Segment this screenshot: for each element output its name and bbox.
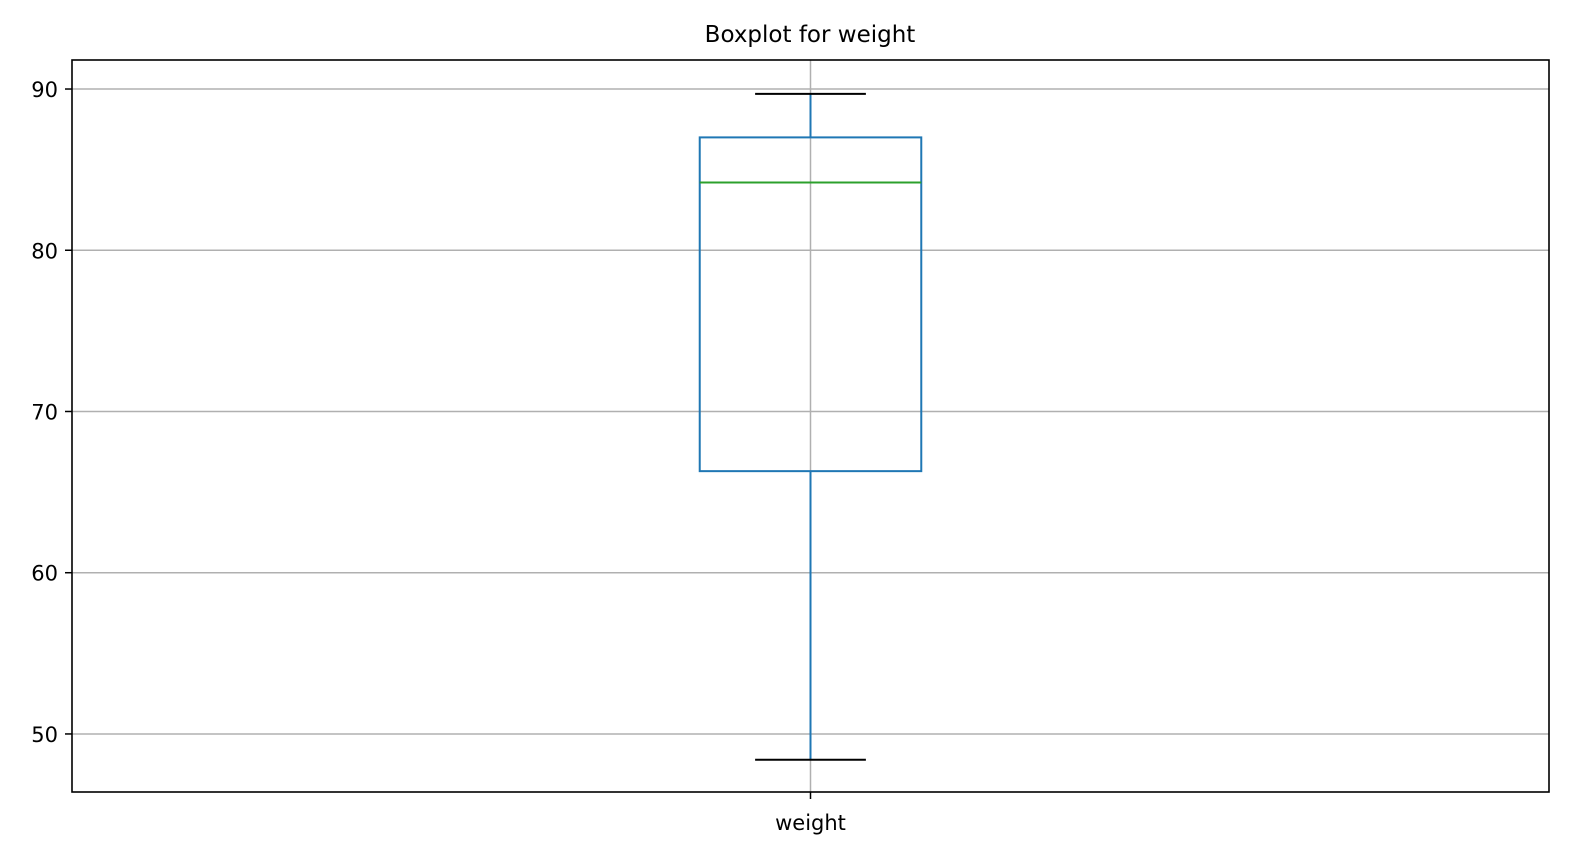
y-tick-label: 90 (31, 78, 58, 102)
y-tick-label: 70 (31, 400, 58, 424)
chart-title: Boxplot for weight (705, 22, 916, 48)
y-tick-label: 50 (31, 723, 58, 747)
y-tick-label: 80 (31, 239, 58, 263)
box-layer (698, 92, 923, 761)
plot-frame (71, 59, 1550, 793)
iqr-box (698, 136, 923, 473)
x-tick-label: weight (775, 811, 846, 835)
tick-layer: 50 60 70 80 90 weight (31, 78, 846, 835)
y-tick-label: 60 (31, 562, 58, 586)
